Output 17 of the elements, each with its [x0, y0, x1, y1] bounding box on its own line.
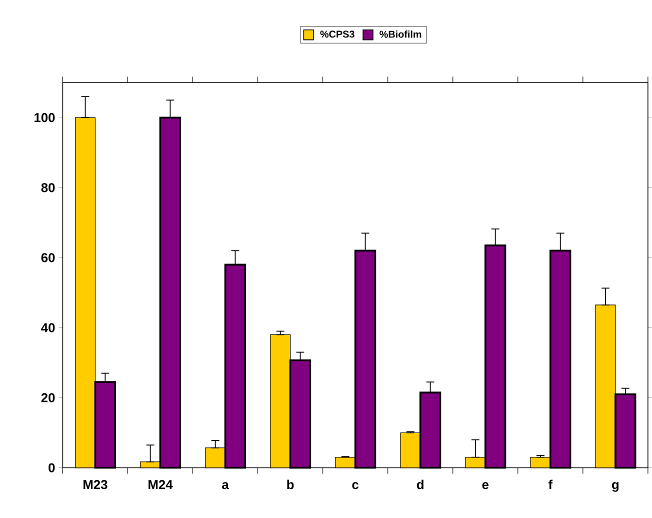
- y-tick-label: 60: [41, 253, 55, 262]
- legend-label: %CPS3: [320, 30, 354, 38]
- y-tick-label: 0: [48, 463, 55, 473]
- x-tick-label: M24: [148, 480, 173, 490]
- x-tick-label: M23: [84, 480, 108, 490]
- x-tick-label: a: [222, 482, 229, 490]
- x-tick-label: e: [482, 482, 489, 490]
- y-tick-label: 40: [41, 323, 55, 332]
- legend-label: %Biofilm: [380, 30, 422, 38]
- y-tick-label: 80: [41, 183, 55, 192]
- x-tick-label: d: [416, 480, 424, 490]
- x-tick-label: c: [352, 482, 359, 490]
- y-tick-label: 100: [34, 113, 55, 122]
- x-tick-label: b: [287, 480, 294, 490]
- x-tick-label: f: [548, 480, 553, 490]
- x-tick-label: g: [612, 482, 618, 492]
- y-tick-label: 20: [41, 393, 55, 403]
